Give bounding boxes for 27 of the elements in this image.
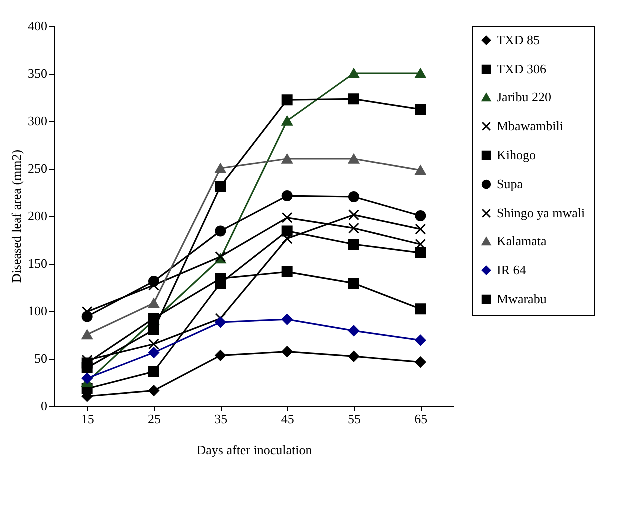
y-tick-label: 250 [28,161,48,176]
x-tick-label: 25 [148,412,161,426]
y-tick-label: 0 [41,398,48,414]
legend-label: Kihogo [497,148,536,162]
y-tick-label: 50 [34,351,48,366]
legend-label: Shingo ya mwali [497,206,586,220]
legend-label: Mwarabu [497,292,548,306]
x-tick-label: 15 [81,412,94,426]
y-tick-label: 300 [28,114,48,128]
legend-label: IR 64 [497,262,527,278]
legend-label: Mbawambili [497,118,564,134]
legend-label: TXD 306 [497,62,547,76]
y-tick-label: 150 [28,256,48,271]
x-tick-label: 65 [414,412,428,426]
y-tick-label: 200 [28,208,48,224]
legend-label: Jaribu 220 [497,90,552,104]
x-tick-label: 45 [281,412,294,426]
legend-label: TXD 85 [497,32,540,48]
y-axis-title: Diseased leaf area (mm2) [9,150,24,284]
y-tick-label: 100 [28,304,48,318]
legend-label: Supa [497,176,524,192]
x-tick-label: 35 [214,412,228,426]
x-axis-title: Days after inoculation [196,442,313,458]
legend-label: Kalamata [497,234,548,248]
y-tick-label: 400 [28,18,48,34]
y-tick-label: 350 [28,66,48,81]
x-tick-label: 55 [348,412,361,426]
